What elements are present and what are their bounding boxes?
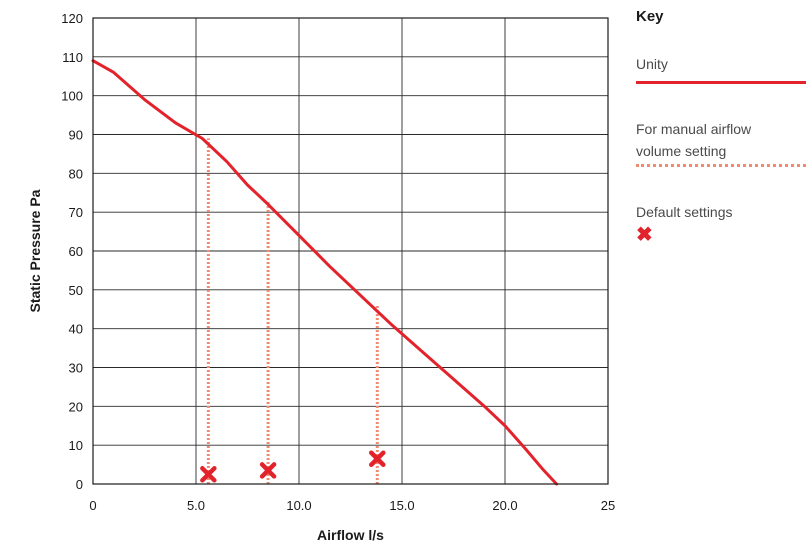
- legend-label-manual-line1: For manual airflow: [636, 121, 752, 137]
- legend-entry-default: Default settings ✖: [636, 201, 806, 245]
- y-tick-label: 90: [69, 128, 83, 143]
- series: [91, 59, 558, 486]
- default-setting-marker: [200, 466, 217, 483]
- marker-stroke: [369, 450, 386, 468]
- legend-title: Key: [636, 8, 664, 25]
- y-tick-label: 0: [76, 477, 83, 492]
- x-axis-title: Airflow l/s: [317, 527, 384, 543]
- y-tick-label: 20: [69, 399, 83, 414]
- x-tick-label: 25: [601, 498, 615, 513]
- default-setting-marker: [369, 450, 386, 468]
- legend-label-unity: Unity: [636, 56, 668, 72]
- x-tick-label: 15.0: [389, 498, 414, 513]
- y-tick-label: 100: [61, 89, 83, 104]
- legend-swatch-dotted-line: [636, 164, 806, 167]
- cross-marker-icon: ✖: [636, 224, 653, 246]
- y-axis-title: Static Pressure Pa: [27, 189, 43, 312]
- y-tick-label: 10: [69, 438, 83, 453]
- legend: Key Unity For manual airflow volume sett…: [636, 8, 806, 279]
- marker-stroke: [200, 466, 217, 483]
- default-setting-marker: [259, 462, 277, 479]
- x-tick-label: 5.0: [187, 498, 205, 513]
- y-tick-label: 110: [62, 50, 83, 65]
- x-tick-label: 0: [89, 498, 96, 513]
- y-tick-label: 40: [69, 322, 83, 337]
- y-tick-label: 50: [69, 283, 83, 298]
- chart: 0 10 20 30 40 50 60 70 80 90 100 110 120 0 5.0 10.0 15.0…: [27, 11, 615, 543]
- legend-entry-unity: Unity: [636, 53, 806, 84]
- plot-frame: [92, 17, 609, 485]
- x-tick-label: 10.0: [286, 498, 311, 513]
- y-tick-label: 120: [61, 11, 83, 26]
- y-tick-label: 80: [69, 166, 83, 181]
- x-tick-label: 20.0: [492, 498, 517, 513]
- legend-entry-manual: For manual airflow volume setting: [636, 118, 806, 167]
- y-tick-label: 60: [69, 244, 83, 259]
- y-tick-label: 70: [69, 205, 83, 220]
- legend-label-manual-line2: volume setting: [636, 143, 727, 159]
- legend-swatch-solid-line: [636, 81, 806, 84]
- unity-line: [91, 59, 558, 486]
- legend-label-default: Default settings: [636, 204, 733, 220]
- marker-stroke: [259, 462, 277, 479]
- tick-labels: 0 10 20 30 40 50 60 70 80 90 100 110 120 0 5.0 10.0 15.0…: [61, 11, 615, 513]
- y-tick-label: 30: [69, 361, 83, 376]
- grid-lines: [92, 17, 609, 485]
